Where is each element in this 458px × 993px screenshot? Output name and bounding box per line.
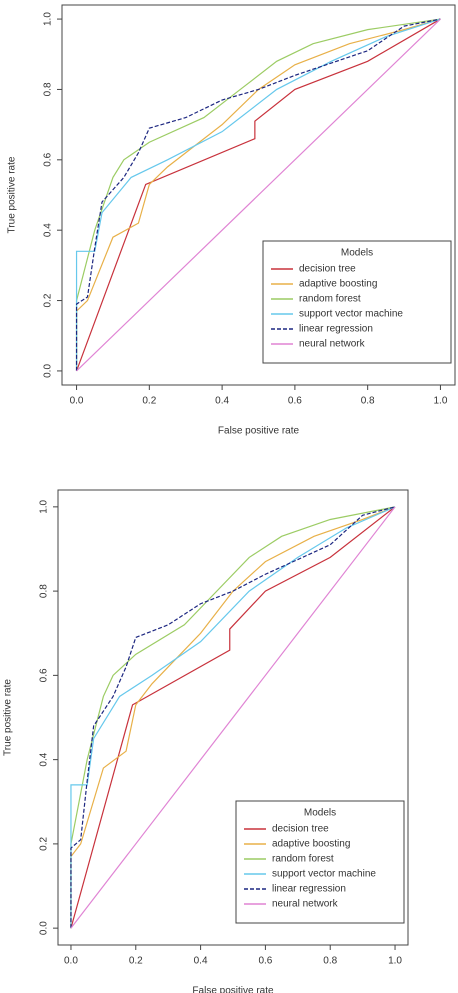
x-tick-label: 1.0 (433, 396, 447, 407)
y-axis-label: True positive rate (7, 156, 18, 233)
legend-label: random forest (272, 854, 334, 865)
x-axis-label: False positive rate (192, 986, 274, 993)
legend-title: Models (341, 248, 373, 259)
y-axis-label: True positive rate (3, 679, 14, 756)
y-tick-label: 0.4 (43, 223, 54, 237)
roc-curve (75, 18, 441, 371)
x-tick-label: 0.8 (323, 956, 337, 967)
y-tick-label: 1.0 (43, 12, 54, 26)
legend-label: decision tree (299, 264, 356, 275)
x-tick-label: 0.4 (215, 396, 229, 407)
legend-box (262, 240, 452, 364)
legend-label: random forest (299, 294, 361, 305)
legend-label: support vector machine (299, 309, 403, 320)
legend-label: adaptive boosting (272, 839, 350, 850)
x-tick-label: 0.6 (288, 396, 302, 407)
roc-curve (75, 18, 441, 371)
legend-label: linear regression (299, 324, 373, 335)
roc-curve (75, 18, 441, 371)
y-tick-label: 0.6 (43, 152, 54, 166)
roc-curve (75, 18, 441, 372)
plot-box (57, 489, 409, 946)
roc-curve (70, 506, 396, 929)
y-tick-label: 0.0 (39, 921, 50, 935)
y-tick-label: 0.2 (39, 837, 50, 851)
x-tick-label: 0.0 (64, 956, 78, 967)
roc-curve (70, 506, 396, 929)
roc-curve (75, 18, 441, 371)
legend-label: neural network (272, 899, 339, 910)
legend-label: linear regression (272, 884, 346, 895)
x-tick-label: 0.4 (194, 956, 208, 967)
x-axis-label: False positive rate (218, 426, 300, 437)
roc-curve (70, 506, 396, 929)
x-tick-label: 0.2 (142, 396, 156, 407)
legend-label: decision tree (272, 824, 329, 835)
y-tick-label: 0.2 (43, 293, 54, 307)
legend-box (235, 800, 405, 924)
y-tick-label: 0.6 (39, 668, 50, 682)
x-tick-label: 0.6 (258, 956, 272, 967)
x-tick-label: 1.0 (388, 956, 402, 967)
y-tick-label: 0.8 (39, 584, 50, 598)
x-tick-label: 0.2 (129, 956, 143, 967)
x-tick-label: 0.8 (361, 396, 375, 407)
roc-curve (70, 506, 396, 929)
x-tick-label: 0.0 (70, 396, 84, 407)
roc-curve (76, 18, 441, 372)
roc-curve (70, 506, 396, 929)
plot-box (61, 4, 456, 386)
y-tick-label: 0.0 (43, 364, 54, 378)
y-tick-label: 0.8 (43, 82, 54, 96)
y-tick-label: 1.0 (39, 499, 50, 513)
roc-curve (70, 506, 396, 929)
y-tick-label: 0.4 (39, 752, 50, 766)
legend-label: support vector machine (272, 869, 376, 880)
legend-label: neural network (299, 339, 366, 350)
legend-title: Models (304, 808, 336, 819)
legend-label: adaptive boosting (299, 279, 377, 290)
